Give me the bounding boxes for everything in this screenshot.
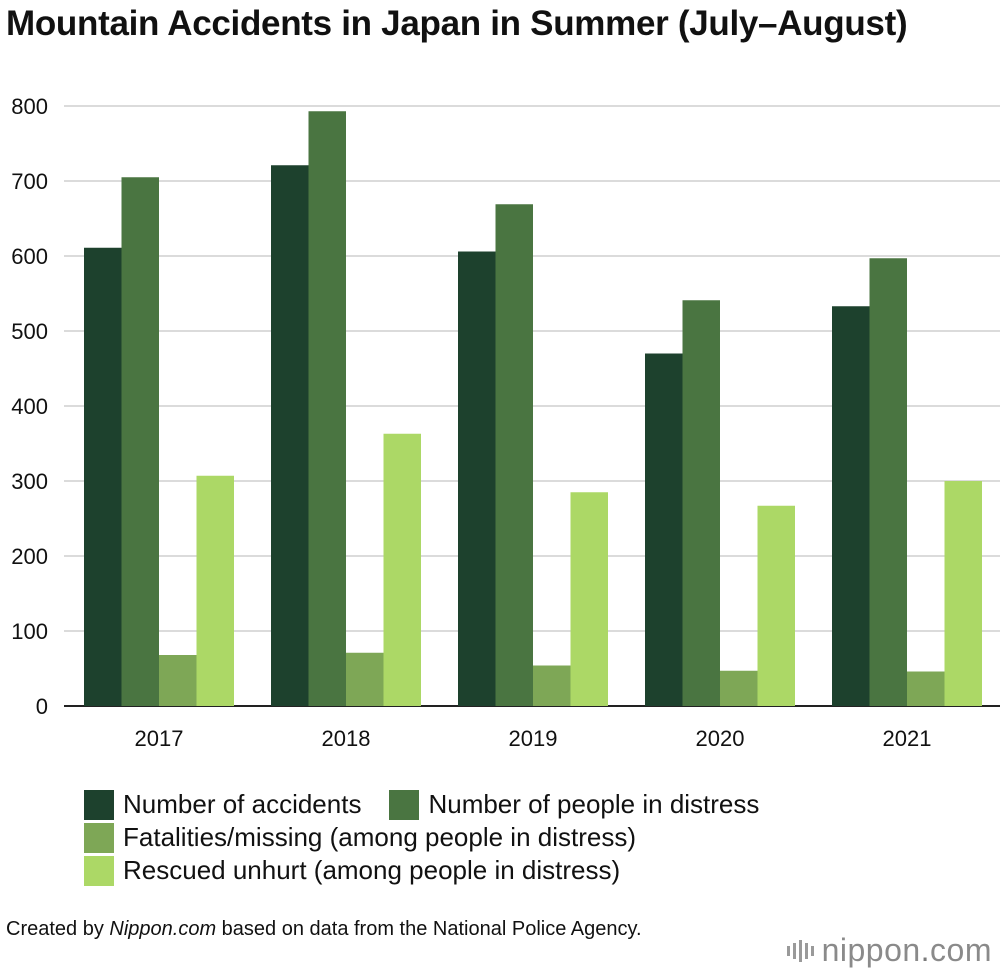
- x-tick-label: 2017: [135, 726, 184, 751]
- source-credit: Created by Nippon.com based on data from…: [6, 916, 726, 942]
- bars: [84, 111, 982, 706]
- legend: Number of accidents Number of people in …: [84, 788, 787, 887]
- y-tick-label: 0: [36, 694, 48, 719]
- logo-word: nippon: [821, 932, 921, 968]
- y-tick-label: 100: [11, 619, 48, 644]
- x-tick-label: 2020: [696, 726, 745, 751]
- legend-label: Number of people in distress: [428, 789, 760, 819]
- bar: [159, 655, 197, 706]
- y-tick-label: 300: [11, 469, 48, 494]
- y-axis-ticks: 0 100 200 300 400 500 600 700 800: [11, 94, 48, 719]
- y-tick-label: 200: [11, 544, 48, 569]
- legend-item-fatalities: Fatalities/missing (among people in dist…: [84, 822, 636, 853]
- legend-label: Fatalities/missing (among people in dist…: [123, 822, 636, 852]
- bar: [645, 353, 683, 706]
- nippon-logo: nippon. com: [786, 932, 992, 969]
- legend-item-people-in-distress: Number of people in distress: [389, 789, 759, 820]
- bar: [757, 505, 795, 706]
- bar: [383, 433, 421, 706]
- credit-source: Nippon.com: [109, 918, 217, 940]
- bar: [570, 492, 608, 706]
- legend-swatch: [84, 855, 114, 886]
- bar: [944, 481, 982, 706]
- bar: [832, 306, 870, 706]
- legend-row-2: Fatalities/missing (among people in dist…: [84, 821, 787, 854]
- legend-item-rescued: Rescued unhurt (among people in distress…: [84, 855, 620, 886]
- bar: [84, 247, 122, 706]
- legend-label: Rescued unhurt (among people in distress…: [123, 855, 621, 885]
- bar: [196, 475, 234, 706]
- bar: [869, 258, 907, 706]
- bar: [533, 665, 571, 706]
- logo-dot: .: [920, 932, 931, 968]
- x-tick-label: 2021: [883, 726, 932, 751]
- bar: [458, 251, 496, 706]
- bar: [346, 652, 384, 706]
- y-tick-label: 800: [11, 94, 48, 119]
- bar: [308, 111, 346, 706]
- x-axis-ticks: 2017 2018 2019 2020 2021: [135, 726, 932, 751]
- bar: [121, 177, 159, 706]
- logo-tld: com: [930, 932, 992, 968]
- bar: [682, 300, 720, 706]
- x-tick-label: 2019: [509, 726, 558, 751]
- x-tick-label: 2018: [322, 726, 371, 751]
- credit-suffix: based on data from the National Police A…: [216, 918, 642, 940]
- legend-row-1: Number of accidents Number of people in …: [84, 788, 787, 821]
- y-tick-label: 700: [11, 169, 48, 194]
- bar: [271, 165, 309, 706]
- y-tick-label: 500: [11, 319, 48, 344]
- legend-swatch: [84, 789, 114, 820]
- logo-bars-icon: [786, 939, 814, 962]
- credit-prefix: Created by: [6, 918, 110, 940]
- legend-row-3: Rescued unhurt (among people in distress…: [84, 854, 787, 887]
- y-tick-label: 400: [11, 394, 48, 419]
- bar: [907, 671, 945, 706]
- legend-label: Number of accidents: [123, 789, 362, 819]
- legend-item-accidents: Number of accidents: [84, 789, 361, 820]
- chart-title: Mountain Accidents in Japan in Summer (J…: [6, 4, 908, 43]
- bar: [495, 204, 533, 706]
- legend-swatch: [84, 822, 114, 853]
- legend-swatch: [389, 789, 420, 820]
- bar: [720, 670, 758, 706]
- y-tick-label: 600: [11, 244, 48, 269]
